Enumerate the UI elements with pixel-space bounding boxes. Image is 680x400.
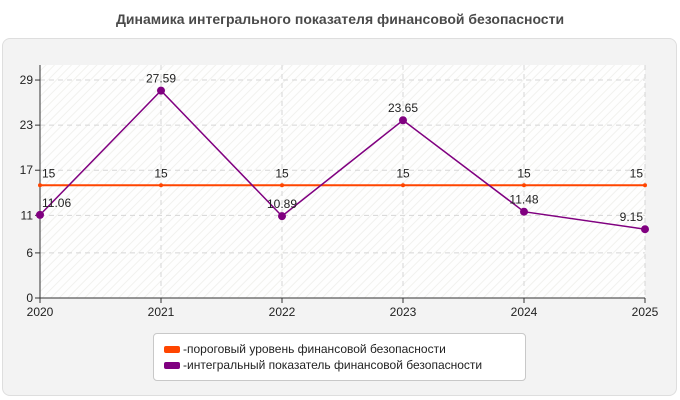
y-tick-label: 11 xyxy=(21,208,34,222)
legend-label-integral: интегральный показатель финансовой безоп… xyxy=(187,358,483,372)
legend-label-threshold: пороговый уровень финансовой безопасност… xyxy=(187,342,446,356)
data-point-integral xyxy=(278,212,286,221)
x-tick-label: 2023 xyxy=(390,305,417,319)
data-point-threshold xyxy=(401,183,405,188)
data-point-integral xyxy=(399,116,407,125)
legend-prefix-integral: - xyxy=(183,358,187,372)
data-label: 15 xyxy=(630,166,644,180)
x-tick-label: 2022 xyxy=(269,305,296,319)
y-tick-label: 0 xyxy=(26,291,33,305)
x-tick-label: 2024 xyxy=(511,305,538,319)
data-point-threshold xyxy=(522,183,526,188)
legend-swatch-threshold xyxy=(164,345,180,353)
data-label: 23.65 xyxy=(388,101,418,115)
data-point-threshold xyxy=(280,183,284,188)
y-tick-label: 17 xyxy=(20,163,34,177)
plot-area xyxy=(40,65,645,298)
data-label: 15 xyxy=(396,166,410,180)
data-label: 9.15 xyxy=(620,210,644,224)
legend-item-integral: - интегральный показатель финансовой без… xyxy=(164,357,525,373)
chart-title: Динамика интегрального показателя финанс… xyxy=(115,11,565,27)
y-tick-label: 23 xyxy=(20,118,34,132)
x-tick-label: 2021 xyxy=(148,305,175,319)
data-label: 15 xyxy=(517,166,531,180)
data-label: 10.89 xyxy=(267,197,297,211)
data-label: 15 xyxy=(42,166,56,180)
data-label: 27.59 xyxy=(146,72,176,86)
legend: - пороговый уровень финансовой безопасно… xyxy=(153,333,526,381)
data-point-integral xyxy=(520,207,528,216)
data-point-integral xyxy=(157,86,165,95)
x-tick-label: 2020 xyxy=(27,305,54,319)
data-point-threshold xyxy=(643,183,647,188)
legend-item-threshold: - пороговый уровень финансовой безопасно… xyxy=(164,341,525,357)
data-point-integral xyxy=(36,210,44,219)
data-point-threshold xyxy=(159,183,163,188)
data-label: 15 xyxy=(154,166,168,180)
data-label: 15 xyxy=(275,166,289,180)
x-tick-label: 2025 xyxy=(632,305,659,319)
data-point-threshold xyxy=(38,183,42,188)
data-point-integral xyxy=(641,225,649,234)
legend-swatch-integral xyxy=(164,361,180,369)
data-label: 11.48 xyxy=(509,193,538,207)
y-tick-label: 29 xyxy=(20,73,34,87)
legend-prefix-threshold: - xyxy=(183,342,187,356)
series-line-1 xyxy=(39,89,646,230)
data-label: 11.06 xyxy=(42,196,71,210)
y-tick-label: 6 xyxy=(26,246,33,260)
